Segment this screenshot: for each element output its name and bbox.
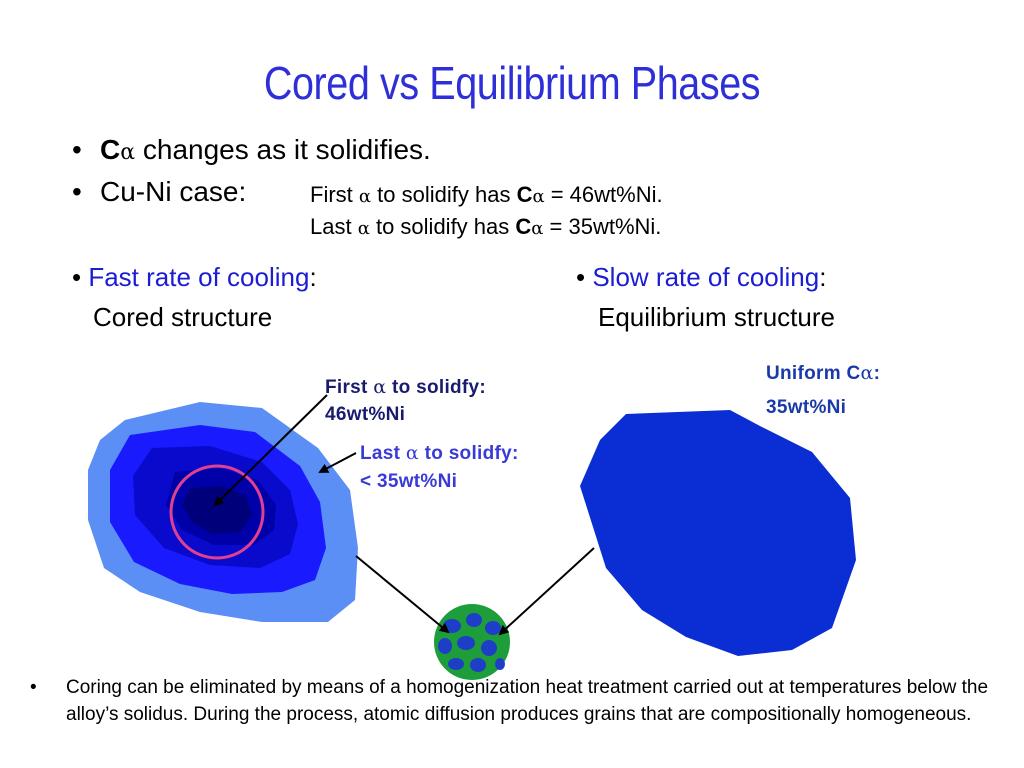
uniform-composition-value: 35wt%Ni: [766, 397, 847, 418]
footnote-bullet: •: [30, 677, 37, 698]
cored-to-homogenized-arrow: [355, 555, 450, 634]
last-solidify-arrow: [318, 452, 357, 473]
page-title: Cored vs Equilibrium Phases: [263, 57, 761, 109]
fast-cooling-heading: • Fast rate of cooling:: [72, 262, 317, 292]
cored-structure-label: Cored structure: [93, 302, 273, 332]
first-solidify-circle: [169, 464, 265, 560]
footnote-text: Coring can be eliminated by means of a h…: [66, 677, 989, 725]
first-solidify-label: First α to solidfy:: [325, 376, 487, 398]
equilibrium-to-homogenized-arrow: [498, 547, 595, 636]
equilibrium-grain: [580, 410, 856, 656]
bullet-c-alpha: • Cα changes as it solidifies.: [72, 134, 431, 165]
slow-cooling-heading: • Slow rate of cooling:: [576, 262, 827, 292]
equilibrium-structure-label: Equilibrium structure: [598, 302, 835, 332]
last-solidify-value: < 35wt%Ni: [360, 471, 458, 492]
first-solidify-value: 46wt%Ni: [325, 404, 406, 425]
first-alpha-line: First α to solidify has Cα = 46wt%Ni.: [310, 182, 663, 207]
cored-grain-core: [182, 486, 252, 534]
first-solidify-arrow: [213, 394, 328, 507]
uniform-composition-label: Uniform Cα:: [766, 362, 881, 384]
last-solidify-label: Last α to solidfy:: [360, 442, 519, 464]
homogenized-grain: [434, 604, 510, 680]
bullet-cu-ni-case: • Cu-Ni case:: [72, 176, 247, 207]
last-alpha-line: Last α to solidify has Cα = 35wt%Ni.: [310, 214, 662, 239]
